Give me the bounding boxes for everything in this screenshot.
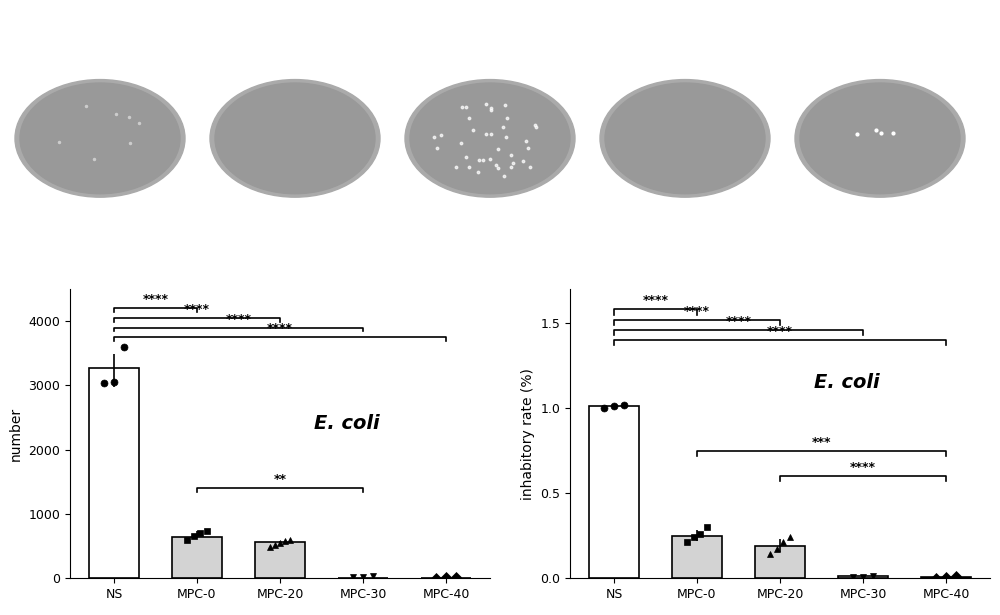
- Bar: [589, 407, 639, 578]
- Circle shape: [405, 79, 575, 197]
- Text: ****: ****: [267, 322, 293, 335]
- Bar: [172, 537, 222, 578]
- Text: ****: ****: [142, 293, 168, 306]
- Text: ****: ****: [225, 312, 251, 326]
- Circle shape: [800, 83, 960, 194]
- Circle shape: [15, 79, 185, 197]
- Circle shape: [600, 79, 770, 197]
- Text: ****: ****: [767, 325, 793, 338]
- Text: **: **: [274, 474, 287, 486]
- Circle shape: [215, 83, 375, 194]
- Bar: [89, 368, 139, 578]
- Bar: [921, 577, 971, 578]
- Text: ****: ****: [725, 315, 751, 328]
- Circle shape: [605, 83, 765, 194]
- Bar: [755, 546, 805, 578]
- Y-axis label: number: number: [9, 407, 23, 461]
- Text: ***: ***: [812, 435, 831, 448]
- Text: E. coli: E. coli: [814, 373, 879, 392]
- Bar: [672, 536, 722, 578]
- Circle shape: [210, 79, 380, 197]
- Bar: [255, 542, 305, 578]
- Text: ****: ****: [684, 304, 710, 317]
- Text: ****: ****: [850, 461, 876, 474]
- Bar: [838, 576, 888, 578]
- Circle shape: [20, 83, 180, 194]
- Y-axis label: inhabitory rate (%): inhabitory rate (%): [521, 368, 535, 499]
- Text: ****: ****: [184, 303, 210, 316]
- Circle shape: [410, 83, 570, 194]
- Text: ****: ****: [642, 295, 668, 308]
- Circle shape: [795, 79, 965, 197]
- Text: E. coli: E. coli: [314, 415, 379, 434]
